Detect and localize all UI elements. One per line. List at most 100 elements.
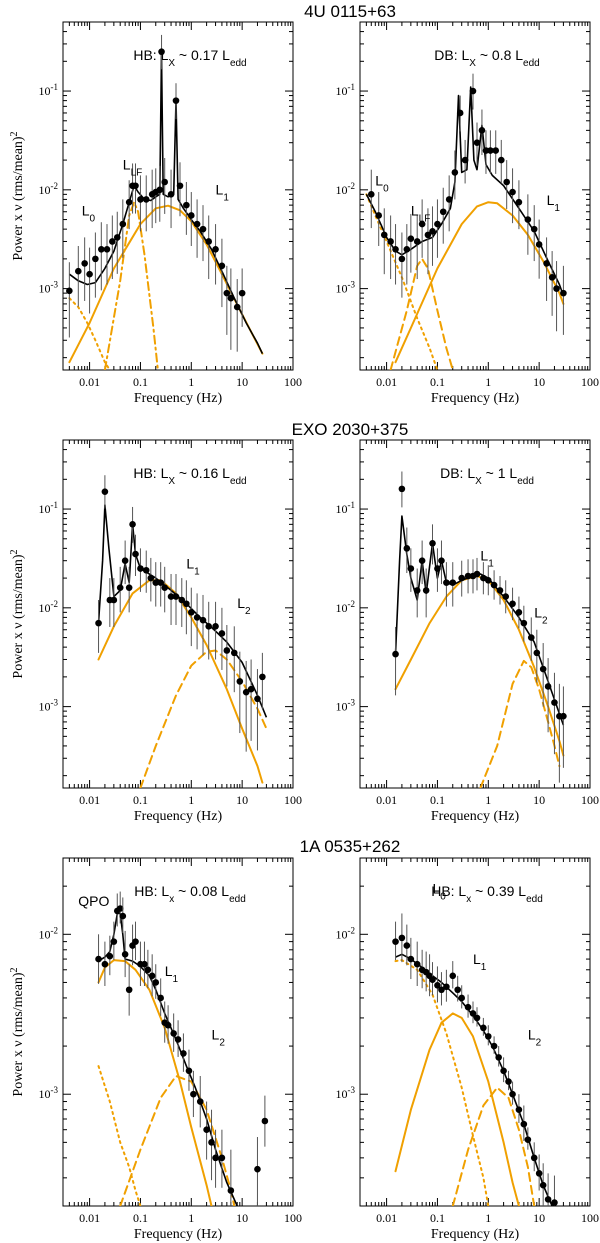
y-tick-label: 10-1 xyxy=(39,82,59,98)
y-tick-label: 10-2 xyxy=(336,925,356,941)
panel-label: HB: LX ~ 0.17 Ledd xyxy=(133,47,246,69)
data-point xyxy=(167,593,175,600)
annotation-l2: L2 xyxy=(534,604,548,626)
data-point xyxy=(392,650,399,658)
data-point xyxy=(86,270,93,278)
data-point xyxy=(172,97,180,104)
data-point xyxy=(116,584,124,591)
data-point xyxy=(187,609,195,616)
data-point xyxy=(183,600,190,608)
y-tick-label: 10-2 xyxy=(336,181,356,197)
data-point xyxy=(380,231,388,239)
data-point xyxy=(161,178,169,186)
x-tick-label: 1 xyxy=(485,793,491,807)
y-tick-label: 10-2 xyxy=(39,181,59,197)
x-tick-label: 0.1 xyxy=(133,375,148,389)
data-point xyxy=(387,238,394,245)
data-point xyxy=(418,220,426,228)
data-point xyxy=(429,540,436,547)
data-point xyxy=(544,1196,552,1203)
data-point xyxy=(92,255,99,263)
data-point xyxy=(137,196,144,203)
annotation-llf: LLF xyxy=(411,202,430,224)
plot-area xyxy=(392,913,558,1206)
data-point xyxy=(478,127,486,134)
data-point xyxy=(403,545,411,552)
component-l0-curve xyxy=(97,1065,142,1206)
data-point xyxy=(515,198,523,206)
y-axis-label: Power x ν (rms/mean)2 xyxy=(9,549,27,678)
component-l2-curve xyxy=(479,659,561,788)
data-point xyxy=(178,596,186,604)
x-tick-label: 0.01 xyxy=(79,1211,100,1225)
data-point xyxy=(469,1010,477,1017)
data-point xyxy=(218,1154,226,1162)
x-tick-label: 100 xyxy=(581,793,599,807)
data-point xyxy=(98,246,105,253)
data-point xyxy=(495,1054,502,1061)
data-point xyxy=(119,912,127,920)
data-point xyxy=(152,579,160,586)
data-point xyxy=(144,966,152,974)
data-point xyxy=(509,1090,516,1098)
annotation-l0: L0 xyxy=(433,880,447,902)
data-point xyxy=(403,246,411,253)
data-point xyxy=(553,285,560,292)
data-point xyxy=(212,246,219,253)
data-point xyxy=(212,623,219,630)
data-point xyxy=(484,576,492,584)
data-point xyxy=(487,147,494,154)
data-point xyxy=(113,234,121,241)
row-title-1: 4U 0115+63 xyxy=(304,2,396,21)
panel-label: HB: LX ~ 0.16 Ledd xyxy=(133,465,246,487)
data-point xyxy=(185,1067,193,1075)
data-point xyxy=(167,191,175,198)
plot-frame xyxy=(359,439,591,789)
x-tick-label: 10 xyxy=(236,793,248,807)
x-tick-label: 1 xyxy=(485,375,491,389)
x-tick-label: 100 xyxy=(581,1211,599,1225)
data-point xyxy=(223,647,231,654)
row-title-3: 1A 0535+262 xyxy=(300,837,401,856)
data-point xyxy=(259,673,266,681)
x-tick-label: 0.1 xyxy=(133,1211,148,1225)
data-point xyxy=(199,616,207,624)
data-point xyxy=(152,979,160,986)
data-point xyxy=(443,579,450,586)
data-point xyxy=(398,255,406,263)
data-point xyxy=(434,981,441,989)
component-llf-curve xyxy=(389,257,454,370)
data-point xyxy=(132,182,139,190)
data-point xyxy=(413,238,421,245)
data-point xyxy=(230,649,238,657)
plot-frame xyxy=(62,439,294,789)
data-point xyxy=(492,147,500,154)
panel-r1c1: 0.01 0.1 1 10 100 10-3 10-2 10-1 Frequency (Hz) D… xyxy=(336,439,599,824)
data-point xyxy=(551,699,558,706)
data-point xyxy=(95,619,102,627)
data-point xyxy=(524,216,532,223)
data-point xyxy=(544,683,552,690)
component-l1-curve xyxy=(394,1012,520,1206)
data-point xyxy=(438,557,445,564)
y-tick-label: 10-2 xyxy=(39,925,59,941)
panel-r1c0: 0.01 0.1 1 10 100 10-3 10-2 10-1 Frequency (Hz) P… xyxy=(9,439,302,824)
data-point xyxy=(497,156,505,164)
data-point xyxy=(438,986,445,994)
x-tick-label: 1 xyxy=(188,793,194,807)
component-l1-curve xyxy=(68,204,264,364)
x-tick-label: 100 xyxy=(284,375,302,389)
annotation-qpo: QPO xyxy=(78,893,109,909)
panel-label: DB: LX ~ 0.8 Ledd xyxy=(434,47,539,69)
annotation-l2: L2 xyxy=(237,595,251,617)
panel-r2c0: 0.01 0.1 1 10 100 10-3 10-2 Frequency (Hz) Power… xyxy=(9,857,302,1242)
data-point xyxy=(443,983,450,991)
x-axis-label: Frequency (Hz) xyxy=(134,391,223,406)
y-tick-label: 10-2 xyxy=(39,599,59,615)
y-axis-label: Power x ν (rms/mean)2 xyxy=(9,967,27,1096)
data-point xyxy=(247,685,255,693)
data-point xyxy=(193,220,201,228)
x-tick-label: 1 xyxy=(188,375,194,389)
data-point xyxy=(398,934,406,942)
x-tick-label: 1 xyxy=(188,1211,194,1225)
